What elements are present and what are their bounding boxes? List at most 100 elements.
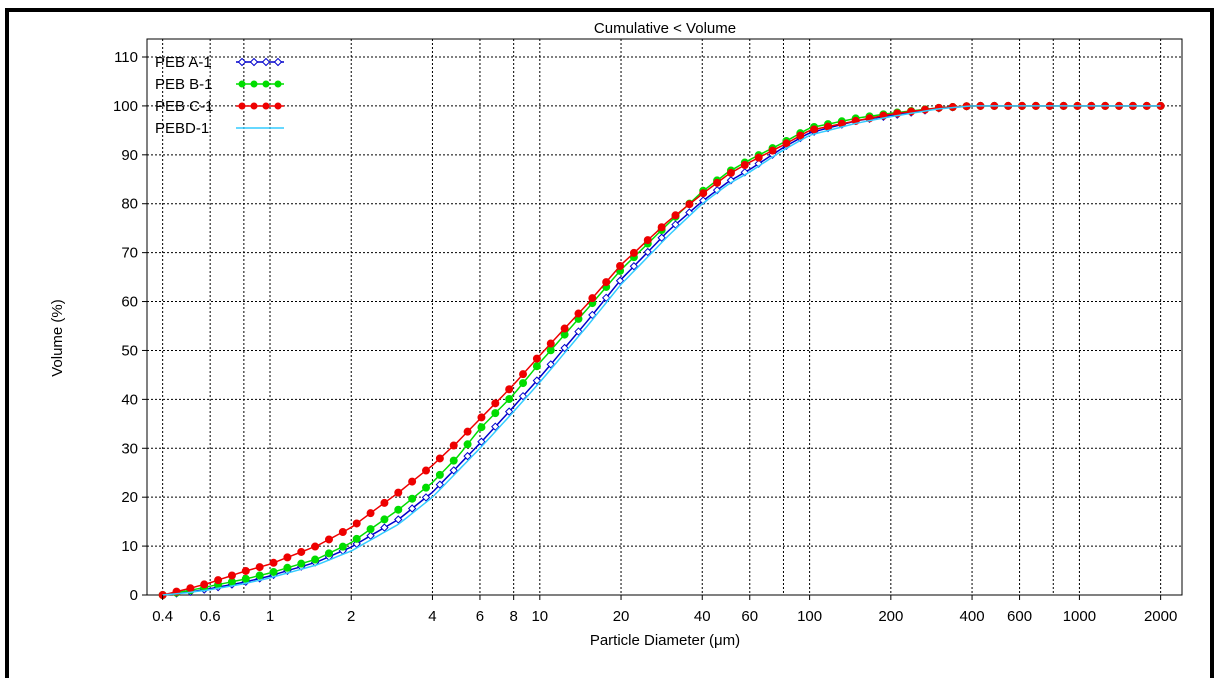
- data-point: [435, 454, 444, 463]
- data-point: [338, 528, 347, 537]
- data-point: [504, 407, 514, 416]
- y-tick-label: 20: [121, 489, 138, 506]
- chart-frame: [5, 8, 1214, 678]
- data-point: [505, 385, 514, 394]
- data-point: [657, 223, 666, 232]
- y-axis-label: Volume (%): [49, 299, 66, 377]
- data-point: [491, 422, 500, 431]
- data-point: [324, 535, 333, 544]
- data-point: [324, 549, 333, 558]
- data-point: [602, 278, 611, 287]
- x-tick-label: 2000: [1144, 608, 1177, 625]
- y-tick-label: 40: [121, 391, 138, 408]
- x-tick-label: 400: [960, 608, 985, 625]
- data-point: [657, 233, 666, 242]
- series-layer: [158, 101, 1165, 600]
- data-point: [477, 437, 486, 446]
- series-pebd-1: [162, 105, 1161, 596]
- series-line: [162, 105, 1161, 596]
- x-axis-label: Particle Diameter (μm): [590, 632, 740, 649]
- x-tick-label: 2: [347, 608, 355, 625]
- data-point: [269, 558, 278, 567]
- x-tick-label: 1: [266, 608, 274, 625]
- data-point: [546, 339, 555, 348]
- data-point: [477, 423, 486, 432]
- data-point: [255, 571, 264, 580]
- y-tick-label: 70: [121, 245, 138, 262]
- data-point: [435, 480, 445, 489]
- data-point: [186, 584, 195, 593]
- data-point: [227, 571, 236, 580]
- data-point: [421, 493, 431, 502]
- legend-swatch-marker: [261, 57, 271, 67]
- legend-swatch-marker: [262, 80, 270, 88]
- data-point: [283, 563, 292, 572]
- y-tick-label: 110: [114, 49, 138, 66]
- data-point: [449, 456, 458, 465]
- legend-swatch-marker: [250, 80, 258, 88]
- y-tick-label: 0: [130, 587, 138, 604]
- y-tick-label: 90: [121, 147, 138, 164]
- data-point: [782, 139, 791, 148]
- data-point: [754, 153, 763, 162]
- data-point: [311, 555, 320, 564]
- x-tick-label: 600: [1007, 608, 1032, 625]
- data-point: [422, 466, 431, 475]
- y-axis-ticks: 0 10 20 30 40 50 60 70 80 90 100 110: [113, 49, 147, 604]
- data-point: [574, 309, 583, 318]
- legend-swatch-marker: [273, 57, 283, 67]
- legend-swatch-marker: [238, 80, 246, 88]
- data-point: [380, 515, 389, 524]
- x-tick-label: 6: [476, 608, 484, 625]
- data-point: [532, 354, 541, 363]
- data-point: [560, 324, 569, 333]
- y-tick-label: 60: [121, 294, 138, 311]
- data-point: [588, 294, 597, 303]
- data-point: [435, 470, 444, 479]
- legend-item: PEB B-1: [155, 76, 284, 93]
- data-point: [449, 466, 458, 475]
- y-tick-label: 100: [113, 98, 138, 115]
- x-tick-label: 0.6: [200, 608, 221, 625]
- data-point: [768, 146, 777, 155]
- data-point: [255, 563, 264, 572]
- data-point: [519, 379, 528, 388]
- legend: PEB A-1 PEB B-1 PEB C-1 PEBD-1: [155, 54, 284, 137]
- data-point: [283, 553, 292, 562]
- data-point: [394, 488, 403, 497]
- data-point: [491, 409, 500, 418]
- data-point: [740, 160, 749, 169]
- legend-label: PEBD-1: [155, 120, 209, 137]
- legend-item: PEB A-1: [155, 54, 284, 71]
- y-tick-label: 50: [121, 342, 138, 359]
- x-tick-label: 60: [741, 608, 758, 625]
- legend-label: PEB C-1: [155, 98, 213, 115]
- legend-swatch-marker: [249, 57, 259, 67]
- legend-label: PEB A-1: [155, 54, 212, 71]
- data-point: [519, 370, 528, 379]
- data-point: [505, 395, 514, 404]
- y-tick-label: 30: [121, 440, 138, 457]
- data-point: [699, 189, 708, 198]
- data-point: [477, 413, 486, 422]
- legend-label: PEB B-1: [155, 76, 213, 93]
- legend-swatch-marker: [238, 102, 246, 110]
- data-point: [241, 574, 250, 583]
- legend-swatch-marker: [274, 102, 282, 110]
- data-point: [407, 504, 417, 513]
- data-point: [352, 519, 361, 528]
- data-point: [532, 362, 541, 371]
- data-point: [269, 567, 278, 576]
- legend-swatch-marker: [250, 102, 258, 110]
- data-point: [408, 477, 417, 486]
- data-point: [615, 276, 625, 285]
- legend-item: PEBD-1: [155, 120, 284, 137]
- data-point: [366, 509, 375, 518]
- data-point: [713, 178, 722, 187]
- legend-swatch-marker: [274, 80, 282, 88]
- x-tick-label: 4: [428, 608, 436, 625]
- data-point: [408, 494, 417, 503]
- grid: [147, 39, 1182, 595]
- x-tick-label: 8: [509, 608, 517, 625]
